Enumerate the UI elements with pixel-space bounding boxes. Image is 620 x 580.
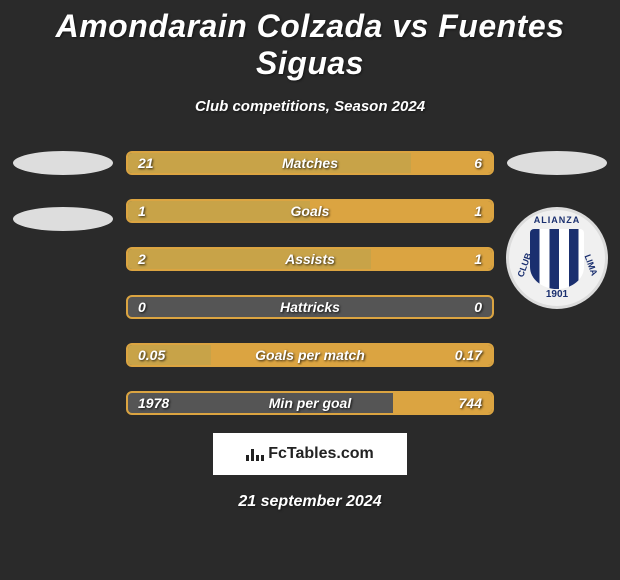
right-column: ALIANZA CLUB LIMA 1901	[502, 151, 612, 309]
comparison-content: 216Matches11Goals21Assists00Hattricks0.0…	[0, 151, 620, 415]
bar-value-left: 1	[138, 203, 146, 219]
stat-bar: 21 6 Matches	[126, 151, 494, 175]
bar-label: Min per goal	[269, 395, 351, 411]
stat-bars: 216Matches11Goals21Assists00Hattricks0.0…	[118, 151, 502, 415]
bar-value-right: 1	[474, 203, 482, 219]
bar-value-left: 1978	[138, 395, 169, 411]
chart-icon	[246, 447, 264, 461]
date-label: 21 september 2024	[0, 493, 620, 511]
club-name-top: ALIANZA	[534, 215, 581, 225]
bar-fill-right	[310, 201, 492, 221]
bar-label: Goals per match	[255, 347, 365, 363]
bar-value-right: 0	[474, 299, 482, 315]
club-shield-icon	[530, 229, 584, 289]
bar-fill-left	[128, 201, 310, 221]
left-player-placeholder-2	[13, 207, 113, 231]
bar-label: Matches	[282, 155, 338, 171]
page-title: Amondarain Colzada vs Fuentes Siguas	[0, 0, 620, 82]
bar-fill-left	[128, 153, 411, 173]
bar-label: Hattricks	[280, 299, 340, 315]
left-column	[8, 151, 118, 231]
watermark-text: FcTables.com	[268, 445, 374, 463]
stat-bar: 0 0 Hattricks	[126, 295, 494, 319]
bar-value-left: 21	[138, 155, 154, 171]
bar-label: Assists	[285, 251, 335, 267]
bar-label: Goals	[291, 203, 330, 219]
left-player-placeholder-1	[13, 151, 113, 175]
bar-value-left: 2	[138, 251, 146, 267]
bar-value-right: 0.17	[455, 347, 482, 363]
bar-value-right: 1	[474, 251, 482, 267]
stat-bar: 1978 744 Min per goal	[126, 391, 494, 415]
stat-bar: 0.05 0.17 Goals per match	[126, 343, 494, 367]
bar-value-right: 6	[474, 155, 482, 171]
bar-value-left: 0.05	[138, 347, 165, 363]
right-club-badge: ALIANZA CLUB LIMA 1901	[506, 207, 608, 309]
watermark: FcTables.com	[213, 433, 407, 475]
bar-value-right: 744	[459, 395, 482, 411]
stat-bar: 2 1 Assists	[126, 247, 494, 271]
right-player-placeholder	[507, 151, 607, 175]
club-name-right: LIMA	[583, 253, 600, 277]
subtitle: Club competitions, Season 2024	[0, 98, 620, 115]
bar-value-left: 0	[138, 299, 146, 315]
club-year: 1901	[546, 289, 568, 300]
stat-bar: 1 1 Goals	[126, 199, 494, 223]
